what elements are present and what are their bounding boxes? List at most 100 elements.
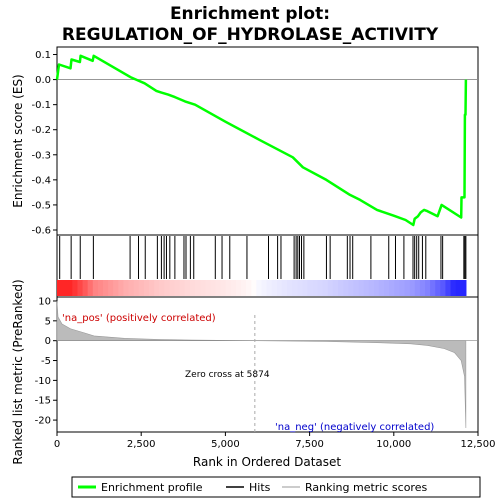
- legend-hits-label: Hits: [249, 481, 271, 494]
- heat-bar-segment: [322, 280, 329, 296]
- heat-bar-segment: [338, 280, 344, 296]
- legend-metric-label: Ranking metric scores: [305, 481, 427, 494]
- heat-bar-segment: [72, 280, 79, 296]
- heat-bar-segment: [118, 280, 125, 296]
- heat-bar-segment: [205, 280, 211, 296]
- chart-title-line1: Enrichment plot:: [170, 4, 330, 24]
- heat-bar-segment: [389, 280, 395, 296]
- heat-bar-segment: [159, 280, 165, 296]
- heat-bar-segment: [317, 280, 324, 296]
- heat-bar-segment: [286, 280, 293, 296]
- heat-bar-segment: [440, 280, 447, 296]
- metric-y-axis: 10 5 0 -5 -10 -15 -20: [35, 296, 57, 427]
- es-y-axis: 0.1 0.0 -0.1 -0.2 -0.3 -0.4 -0.5 -0.6: [31, 50, 57, 236]
- heat-bar-segment: [215, 280, 222, 296]
- x-tick-label: 0: [54, 439, 60, 450]
- heat-bar-segment: [225, 280, 232, 296]
- heat-bar-segment: [348, 280, 355, 296]
- heat-bar-segment: [128, 280, 135, 296]
- zero-cross-label: Zero cross at 5874: [185, 370, 270, 380]
- heat-bar-segment: [261, 280, 268, 296]
- metric-y-tick-label: -15: [35, 396, 51, 407]
- es-y-tick-label: -0.6: [31, 225, 51, 236]
- heat-bar-segment: [424, 280, 431, 296]
- heat-bar-segment: [92, 280, 99, 296]
- heat-bar-segment: [399, 280, 406, 296]
- heat-bar-segment: [154, 280, 160, 296]
- es-y-tick-label: 0.1: [35, 50, 51, 61]
- metric-y-tick-label: -10: [35, 376, 51, 387]
- heat-bar-segment: [276, 280, 283, 296]
- metric-y-tick-label: 10: [38, 296, 51, 307]
- es-y-tick-label: -0.4: [31, 175, 51, 186]
- hit-markers: [59, 236, 467, 279]
- x-tick-label: 5,000: [211, 439, 240, 450]
- heat-bar-segment: [378, 280, 385, 296]
- heat-bar-segment: [174, 280, 181, 296]
- heat-bar-segment: [77, 280, 84, 296]
- x-axis-label: Rank in Ordered Dataset: [193, 455, 341, 469]
- heat-bar-segment: [297, 280, 303, 296]
- heat-bar-segment: [409, 280, 416, 296]
- heat-bar-segment: [210, 280, 217, 296]
- ranked-metric-fill: [56, 300, 467, 429]
- heat-bar-segment: [419, 280, 426, 296]
- legend-enrichment-label: Enrichment profile: [101, 481, 203, 494]
- heat-bar-segment: [373, 280, 380, 296]
- x-tick-label: 10,000: [376, 439, 411, 450]
- heat-bar-segment: [256, 280, 263, 296]
- heat-bar-segment: [246, 280, 252, 296]
- positive-correlation-label: 'na_pos' (positively correlated): [62, 313, 216, 324]
- heat-bar-segment: [138, 280, 145, 296]
- heat-bar-segment: [455, 280, 462, 296]
- heat-bar-segment: [133, 280, 140, 296]
- es-y-tick-label: 0.0: [35, 75, 51, 86]
- heat-bar-segment: [368, 280, 375, 296]
- metric-y-tick-label: -5: [41, 356, 51, 367]
- heat-bar-segment: [67, 280, 73, 296]
- heat-bar-segment: [430, 280, 436, 296]
- legend-frame: [71, 476, 481, 498]
- es-y-tick-label: -0.1: [31, 100, 51, 111]
- chart-title-line2: REGULATION_OF_HYDROLASE_ACTIVITY: [62, 25, 439, 45]
- x-axis: 0 2,500 5,000 7,500 10,000 12,500: [54, 432, 496, 450]
- es-panel-frame: [56, 46, 479, 236]
- heat-bar-segment: [343, 280, 349, 296]
- heat-bar-segment: [179, 280, 186, 296]
- heat-bar-segment: [384, 280, 390, 296]
- heat-bar-segment: [87, 280, 94, 296]
- ranked-metric-area: [56, 300, 478, 432]
- heat-bar-segment: [445, 280, 452, 296]
- heat-bar-segment: [435, 280, 441, 296]
- enrichment-profile-line: [55, 54, 468, 227]
- heat-bar-segment: [271, 280, 278, 296]
- heat-bar-segment: [230, 280, 237, 296]
- enrichment-profile-line: [55, 54, 468, 227]
- heat-bar-segment: [184, 280, 191, 296]
- heat-bar-segment: [62, 280, 68, 296]
- heat-bar-segment: [332, 280, 339, 296]
- heat-bar-segment: [353, 280, 360, 296]
- es-y-tick-label: -0.5: [31, 200, 51, 211]
- x-tick-label: 12,500: [461, 439, 496, 450]
- heat-bar-segment: [57, 280, 63, 296]
- heat-bar-segment: [363, 280, 370, 296]
- heat-bar-segment: [460, 280, 467, 296]
- heat-bar-segment: [450, 280, 457, 296]
- heat-bar-segment: [113, 280, 119, 296]
- heat-bar-segment: [394, 280, 401, 296]
- heat-bar-segment: [220, 280, 227, 296]
- heat-bar-segment: [82, 280, 89, 296]
- metric-panel-frame: [56, 296, 479, 433]
- heat-bar-segment: [414, 280, 421, 296]
- heat-bar-segment: [143, 280, 150, 296]
- heat-bar-segment: [240, 280, 247, 296]
- x-tick-label: 2,500: [127, 439, 156, 450]
- x-tick-label: 7,500: [295, 439, 324, 450]
- heat-bar-segment: [312, 280, 319, 296]
- heat-bar-segment: [327, 280, 334, 296]
- heat-bar-segment: [251, 280, 257, 296]
- metric-y-tick-label: 0: [45, 336, 51, 347]
- es-y-tick-label: -0.3: [31, 150, 51, 161]
- heat-bar-segment: [189, 280, 196, 296]
